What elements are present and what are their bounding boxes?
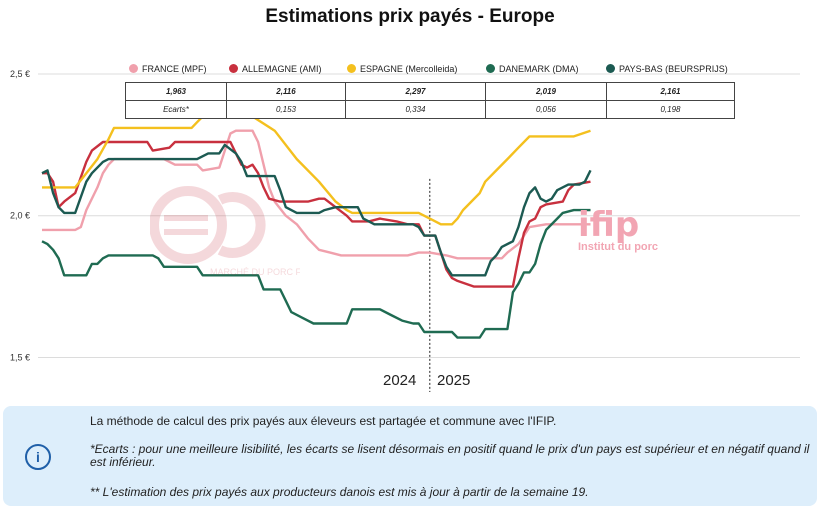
chart-title: Estimations prix payés - Europe — [265, 6, 555, 27]
marche-du-porc-watermark: MARCHÉ DU PORC FRANÇAIS — [149, 180, 341, 290]
legend-dot-allemagne — [229, 64, 238, 73]
gridlines — [38, 73, 800, 358]
legend-item-allemagne: ALLEMAGNE (AMI) — [229, 64, 322, 74]
price-cell: 2,116 — [226, 82, 346, 101]
legend-dot-espagne — [347, 64, 356, 73]
ifip-logo: ifip Institut du porc — [578, 205, 658, 253]
series-line-1 — [42, 140, 591, 288]
note-line-1: La méthode de calcul des prix payés aux … — [90, 414, 557, 428]
info-note: i La méthode de calcul des prix payés au… — [3, 406, 817, 506]
watermark-text: MARCHÉ DU PORC FRANÇAIS — [210, 267, 300, 277]
note-line-2: *Ecarts : pour une meilleure lisibilité,… — [90, 442, 810, 469]
ecarts-row: Ecarts* 0,153 0,334 0,056 0,198 — [125, 100, 735, 119]
ifip-logo-name: ifip — [578, 205, 640, 245]
price-values-row: 1,963 2,116 2,297 2,019 2,161 — [125, 82, 735, 101]
ecart-cell: 0,198 — [606, 100, 735, 119]
price-cell: 2,019 — [485, 82, 607, 101]
ecart-cell: 0,334 — [345, 100, 486, 119]
legend-dot-pays-bas — [606, 64, 615, 73]
price-cell: 1,963 — [125, 82, 227, 101]
y-tick-label: 1,5 € — [10, 352, 30, 362]
legend-item-pays-bas: PAYS-BAS (BEURSPRIJS) — [606, 64, 728, 74]
line-chart: 2,5 € 2,0 € 1,5 € — [10, 69, 800, 392]
legend-dot-france — [129, 64, 138, 73]
note-line-3: ** L'estimation des prix payés aux produ… — [90, 485, 589, 499]
legend: FRANCE (MPF) ALLEMAGNE (AMI) ESPAGNE (Me… — [125, 64, 735, 82]
series-lines — [41, 106, 592, 339]
series-line-0 — [42, 129, 591, 260]
series-line-4 — [41, 143, 592, 277]
legend-item-danemark: DANEMARK (DMA) — [486, 64, 579, 74]
year-label-2025: 2025 — [437, 372, 471, 389]
ecart-cell: 0,056 — [485, 100, 607, 119]
y-axis-ticks: 2,5 € 2,0 € 1,5 € — [10, 69, 30, 362]
legend-dot-danemark — [486, 64, 495, 73]
price-table: 1,963 2,116 2,297 2,019 2,161 Ecarts* 0,… — [125, 82, 735, 119]
y-tick-label: 2,0 € — [10, 211, 30, 221]
legend-item-espagne: ESPAGNE (Mercolleida) — [347, 64, 457, 74]
year-label-2024: 2024 — [383, 372, 417, 389]
y-tick-label: 2,5 € — [10, 69, 30, 79]
ifip-logo-tagline: Institut du porc — [578, 241, 659, 253]
price-cell: 2,161 — [606, 82, 735, 101]
series-line-2 — [42, 106, 591, 226]
price-cell: 2,297 — [345, 82, 486, 101]
ecarts-label: Ecarts* — [125, 100, 227, 119]
legend-item-france: FRANCE (MPF) — [129, 64, 207, 74]
info-icon: i — [25, 444, 51, 470]
ecart-cell: 0,153 — [226, 100, 346, 119]
series-line-3 — [41, 208, 591, 339]
